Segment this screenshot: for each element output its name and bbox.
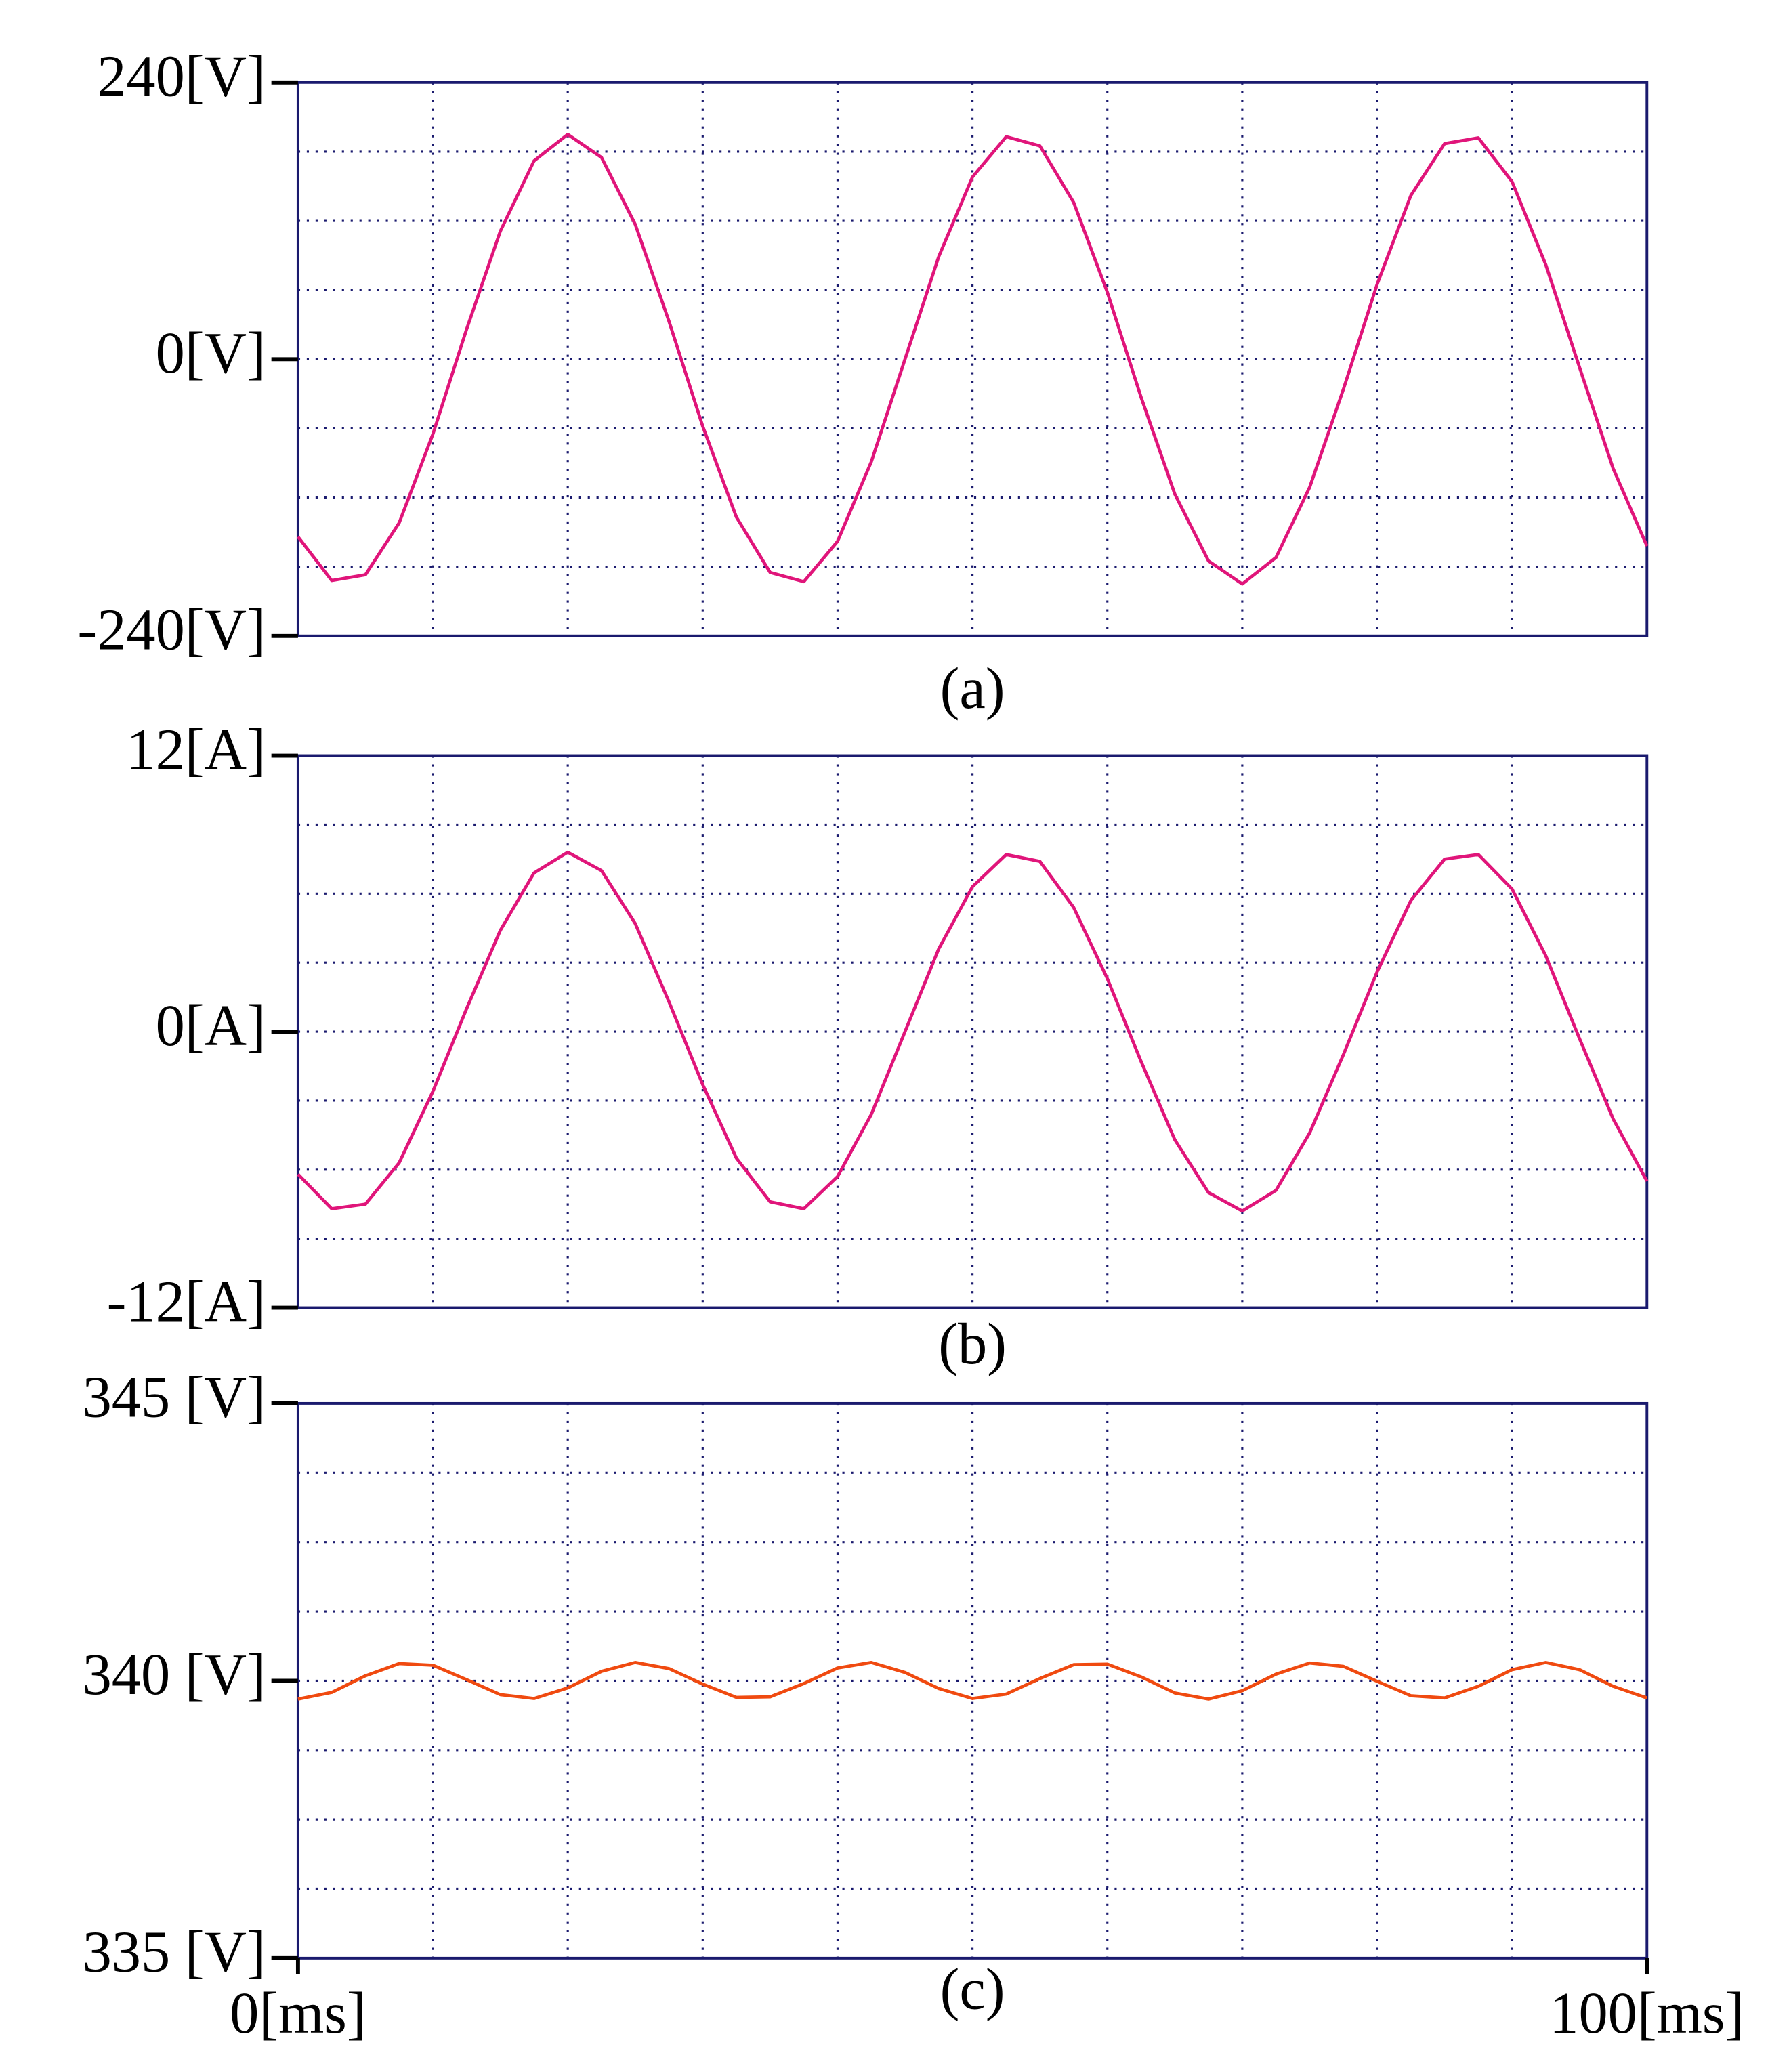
y-tick-label: 240[V] xyxy=(97,44,266,109)
y-tick-label: 0[A] xyxy=(156,993,266,1058)
panel-caption: (b) xyxy=(938,1311,1007,1376)
y-tick-label: 0[V] xyxy=(156,320,266,385)
panel-caption: (a) xyxy=(940,656,1005,721)
y-tick-label: -240[V] xyxy=(77,597,266,662)
series-line xyxy=(297,850,1649,1213)
y-tick-label: 345 [V] xyxy=(83,1365,266,1430)
y-tick-label: -12[A] xyxy=(107,1269,266,1334)
y-tick-label: 340 [V] xyxy=(83,1642,266,1707)
y-tick-label: 12[A] xyxy=(126,717,266,782)
series-line xyxy=(297,1661,1648,1701)
y-tick-label: 335 [V] xyxy=(83,1920,266,1985)
x-tick-label: 100[ms] xyxy=(1549,1981,1744,2046)
panel-caption: (c) xyxy=(940,1957,1005,2022)
series-line xyxy=(297,133,1649,586)
x-tick-label: 0[ms] xyxy=(230,1981,366,2046)
